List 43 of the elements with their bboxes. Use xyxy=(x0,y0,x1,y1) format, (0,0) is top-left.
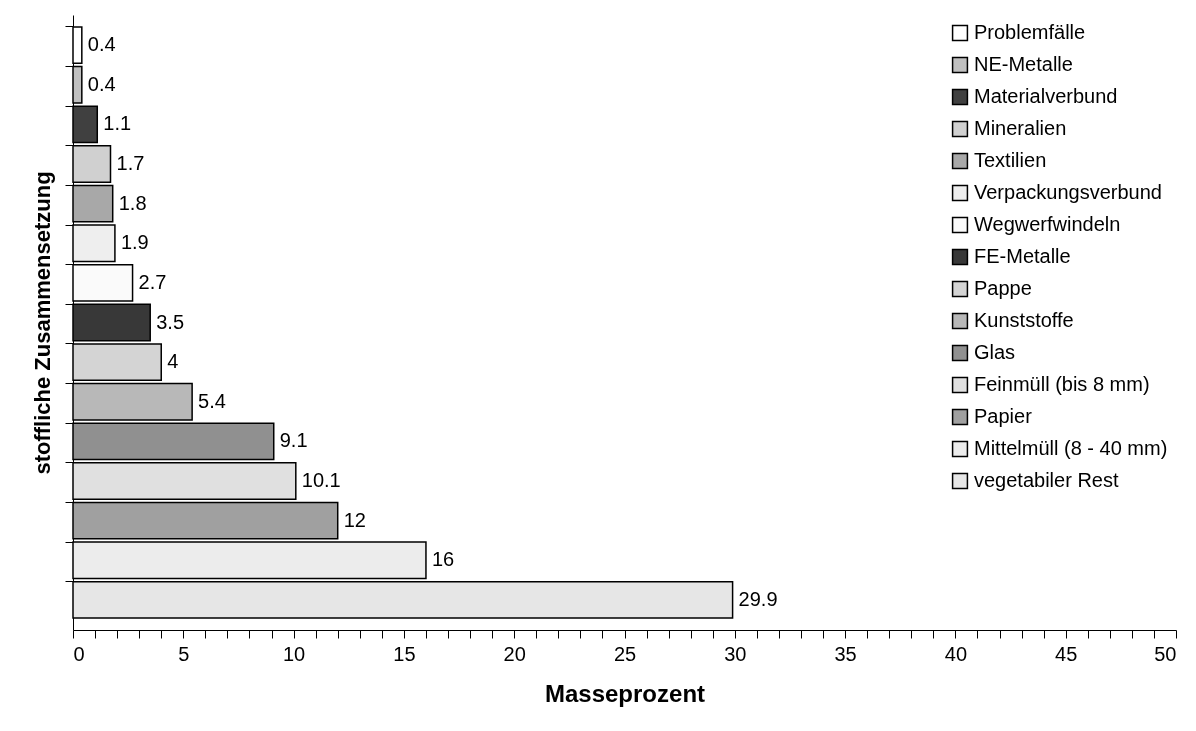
data-label: 0.4 xyxy=(87,33,116,56)
data-label: 0.4 xyxy=(87,72,116,95)
data-label: 5.4 xyxy=(198,389,226,412)
data-label: 10.1 xyxy=(301,469,341,492)
data-label: 29.9 xyxy=(738,587,778,610)
data-label: 2.7 xyxy=(138,270,167,293)
data-label: 12 xyxy=(343,508,366,531)
x-tick-label: 40 xyxy=(944,642,968,665)
x-tick-label: 10 xyxy=(282,642,306,665)
x-tick-label: 25 xyxy=(613,642,637,665)
legend-label: Feinmüll (bis 8 mm) xyxy=(974,373,1150,395)
data-label: 1.1 xyxy=(103,112,132,135)
x-tick-label: 15 xyxy=(393,642,416,665)
legend-label: Papier xyxy=(974,405,1033,427)
x-tick-label: 50 xyxy=(1154,642,1177,665)
legend-label: Problemfälle xyxy=(974,21,1086,43)
legend-label: Wegwerfwindeln xyxy=(974,213,1121,235)
x-tick-label: 0 xyxy=(73,642,85,665)
legend-label: vegetabiler Rest xyxy=(974,469,1119,491)
legend-label: Kunststoffe xyxy=(974,309,1074,331)
data-label: 1.7 xyxy=(116,151,145,174)
x-tick-label: 30 xyxy=(724,642,747,665)
data-label: 16 xyxy=(431,548,455,571)
x-tick-label: 45 xyxy=(1055,642,1078,665)
legend-label: NE-Metalle xyxy=(974,53,1073,75)
x-tick-label: 5 xyxy=(178,642,190,665)
legend-label: Materialverbund xyxy=(974,85,1118,107)
y-axis-title: stoffliche Zusammensetzung xyxy=(30,171,55,475)
data-label: 1.9 xyxy=(120,231,149,254)
data-label: 4 xyxy=(167,350,179,373)
legend-label: Verpackungsverbund xyxy=(974,181,1162,203)
data-label: 3.5 xyxy=(156,310,185,333)
legend-label: FE-Metalle xyxy=(974,245,1071,267)
x-tick-label: 35 xyxy=(834,642,857,665)
legend-label: Textilien xyxy=(974,149,1047,171)
legend-label: Mittelmüll (8 - 40 mm) xyxy=(974,437,1168,459)
legend-label: Pappe xyxy=(974,277,1032,299)
data-label: 1.8 xyxy=(118,191,147,214)
legend-label: Mineralien xyxy=(974,117,1067,139)
x-axis-title: Masseprozent xyxy=(544,679,706,707)
data-label: 9.1 xyxy=(279,429,308,452)
legend-label: Glas xyxy=(974,341,1016,363)
x-tick-label: 20 xyxy=(503,642,526,665)
